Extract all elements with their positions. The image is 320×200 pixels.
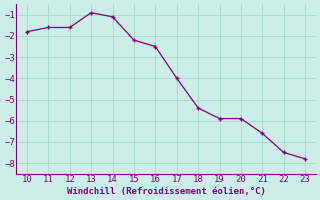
X-axis label: Windchill (Refroidissement éolien,°C): Windchill (Refroidissement éolien,°C) (67, 187, 266, 196)
